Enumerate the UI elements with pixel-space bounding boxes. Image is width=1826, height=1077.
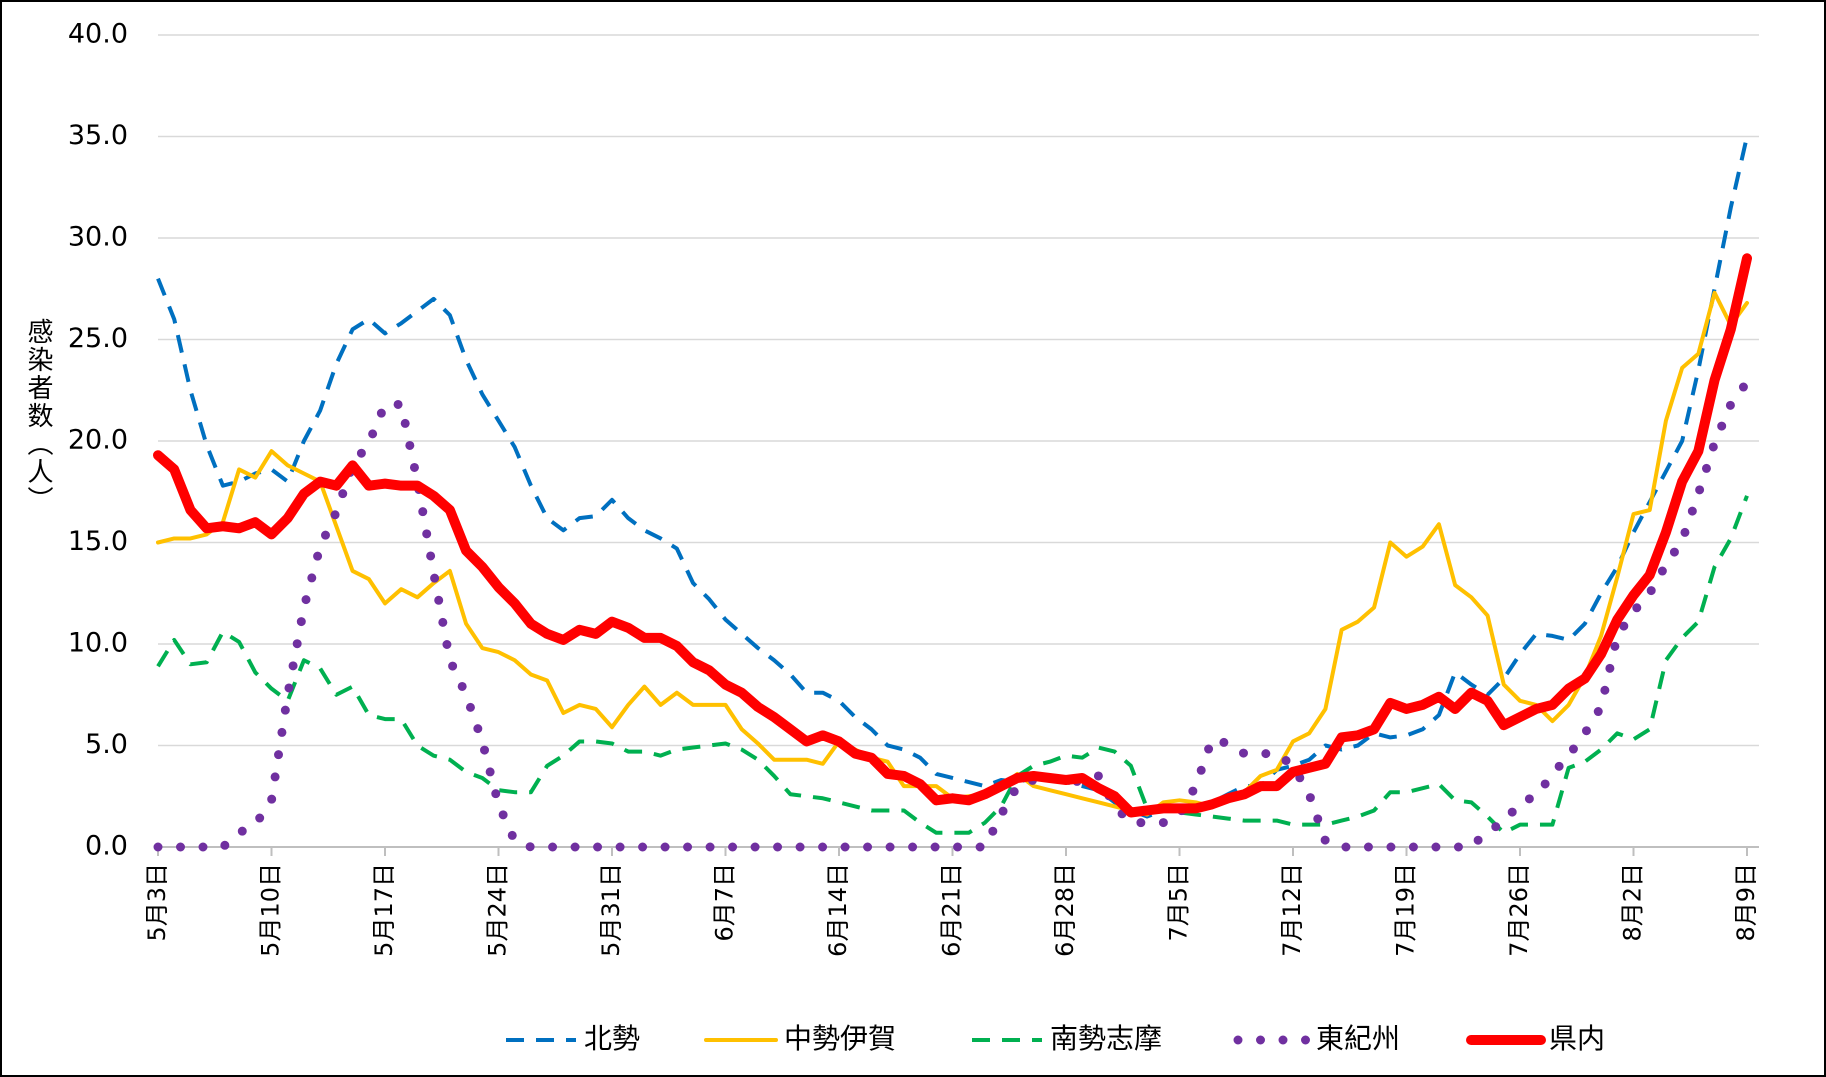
x-tick-label: 5月31日 xyxy=(597,863,625,957)
x-tick-label: 6月14日 xyxy=(824,863,852,957)
legend-label: 南勢志摩 xyxy=(1050,1022,1162,1055)
x-tick-label: 8月9日 xyxy=(1732,863,1760,942)
y-axis-title: 感染者数（人） xyxy=(23,318,53,514)
legend-item: 北勢 xyxy=(506,1022,640,1055)
legend-label: 県内 xyxy=(1549,1022,1605,1055)
x-tick-label: 5月3日 xyxy=(143,863,171,942)
y-tick-label: 40.0 xyxy=(68,19,128,50)
x-tick-label: 6月28日 xyxy=(1051,863,1079,957)
x-tick-label: 5月10日 xyxy=(257,863,285,957)
x-tick-label: 7月5日 xyxy=(1165,863,1193,942)
y-tick-label: 20.0 xyxy=(68,425,128,456)
x-tick-label: 5月17日 xyxy=(370,863,398,957)
series-line xyxy=(156,495,1749,835)
x-tick-label: 5月24日 xyxy=(484,863,512,957)
legend-label: 北勢 xyxy=(584,1022,640,1055)
x-tick-label: 8月2日 xyxy=(1619,863,1647,942)
y-tick-label: 25.0 xyxy=(68,323,128,354)
legend-item: 県内 xyxy=(1466,1022,1605,1055)
y-tick-label: 10.0 xyxy=(68,628,128,659)
y-tick-label: 35.0 xyxy=(68,120,128,151)
x-tick-label: 7月26日 xyxy=(1505,863,1533,957)
legend-item: 中勢伊賀 xyxy=(704,1022,896,1055)
legend-item: 南勢志摩 xyxy=(972,1022,1162,1055)
x-tick-label: 7月19日 xyxy=(1392,863,1420,957)
legend-label: 東紀州 xyxy=(1316,1022,1400,1055)
series-line xyxy=(156,136,1749,819)
x-tick-label: 6月21日 xyxy=(938,863,966,957)
legend-label: 中勢伊賀 xyxy=(784,1022,896,1055)
y-tick-label: 5.0 xyxy=(85,729,128,760)
y-tick-label: 15.0 xyxy=(68,526,128,557)
y-tick-label: 30.0 xyxy=(68,222,128,253)
y-tick-label: 0.0 xyxy=(85,831,128,862)
legend-item: 東紀州 xyxy=(1233,1022,1400,1055)
x-tick-label: 6月7日 xyxy=(711,863,739,942)
x-tick-label: 7月12日 xyxy=(1278,863,1306,957)
series-line xyxy=(153,253,1752,818)
series-line xyxy=(153,377,1752,852)
